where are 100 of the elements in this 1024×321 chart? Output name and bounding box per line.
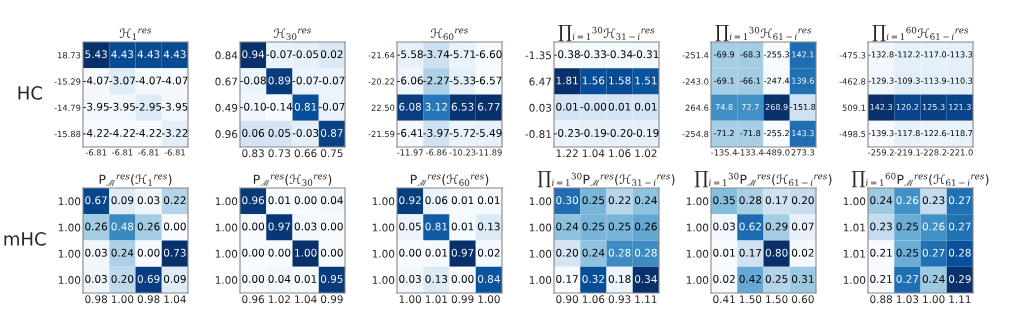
data-label: 0.81 [425,222,448,231]
x-tick-label: -259.2 [868,149,894,156]
x-tick-label: -6.81 [164,149,185,156]
data-label: -151.8 [790,103,816,110]
data-label: -71.8 [740,130,761,137]
y-tick-label: -0.81 [525,130,551,138]
data-label: 0.25 [608,222,631,231]
x-tick-label: 0.98 [85,295,108,304]
data-label: 1.51 [635,76,657,85]
data-label: 0.97 [451,248,474,257]
y-axis-title: HC [18,86,42,100]
data-label: 0.04 [320,196,343,205]
data-label: 0.84 [477,275,500,283]
data-label: -0.10 [240,102,266,111]
x-tick-label: -489.0 [763,149,790,156]
data-label: 0.29 [948,275,971,283]
data-label: 0.20 [791,196,814,205]
y-tick-label: -475.3 [839,52,866,59]
x-tick-label: -6.81 [85,149,107,156]
y-tick-label: 1.00 [58,276,81,284]
data-label: 0.67 [85,196,107,205]
y-tick-label: 1.00 [529,197,552,206]
data-label: 0.21 [870,248,892,257]
y-tick-label: -15.29 [54,78,81,85]
data-label: -0.07 [318,102,345,111]
y-tick-label: 509.1 [842,104,866,111]
data-label: -68.3 [740,51,761,58]
data-label: 0.17 [765,196,788,205]
y-tick-label: 1.00 [686,249,709,258]
data-label: 0.25 [582,196,605,205]
data-label: 0.01 [556,102,578,111]
y-tick-label: 1.00 [529,223,552,232]
y-tick-label: 1.01 [843,223,865,232]
data-label: -139.3 [868,130,894,137]
x-tick-label: -219.1 [894,149,921,156]
data-label: -0.08 [240,76,266,85]
chart-title: P$_{ℳ}$$^{res}$(ℋ$_{60}$$^{res}$) [410,174,489,186]
x-tick-label: 1.02 [268,295,290,304]
data-label: -0.23 [554,129,580,137]
y-axis-title: mHC [4,232,46,246]
y-tick-label: 1.00 [58,197,81,206]
data-label: 0.20 [111,275,134,283]
data-label: -0.19 [632,129,659,137]
data-label: -4.22 [83,129,109,137]
data-label: 0.03 [713,222,735,231]
data-label: 0.21 [870,275,892,283]
data-label: 72.7 [742,103,759,110]
x-tick-label: 0.99 [451,295,474,304]
x-tick-label: 0.88 [870,295,893,304]
data-label: -0.31 [632,50,659,59]
x-tick-label: -6.81 [112,149,133,156]
x-tick-label: -221.0 [946,149,973,156]
data-label: 0.17 [556,275,578,283]
data-label: 0.48 [111,222,134,231]
data-label: -132.8 [868,51,894,58]
x-tick-label: 0.93 [608,295,631,304]
data-label: 0.13 [425,275,448,283]
y-tick-label: 0.96 [215,130,238,138]
data-label: 0.24 [111,248,134,257]
data-label: -255.3 [764,51,789,58]
data-label: 0.00 [242,275,265,283]
x-tick-label: 0.41 [713,295,735,304]
data-label: 0.20 [556,248,579,257]
chart-title: ℋ$_{1}$$^{res}$ [119,28,152,40]
data-label: 0.27 [948,196,971,205]
data-label: -6.06 [397,76,423,85]
data-label: -255.2 [764,130,789,137]
data-label: 0.25 [765,275,788,283]
data-label: 0.23 [922,196,945,205]
y-tick-label: 1.01 [843,249,865,258]
data-label: -122.6 [921,130,947,137]
data-label: -0.05 [292,50,319,59]
y-tick-label: -20.22 [368,78,395,85]
y-tick-label: 0.03 [529,103,552,112]
y-tick-label: 0.84 [215,51,238,60]
y-tick-label: -14.79 [54,104,81,111]
y-tick-label: 18.73 [57,52,81,59]
data-label: -71.2 [714,130,734,137]
data-label: 0.95 [320,275,343,283]
y-tick-label: 0.49 [215,103,238,112]
data-label: 0.28 [739,196,762,205]
x-tick-label: 1.11 [949,295,971,303]
data-label: 0.34 [634,275,657,283]
data-label: -5.72 [449,129,476,137]
data-label: 0.03 [399,275,421,283]
data-label: -3.74 [423,50,450,59]
data-label: 0.01 [608,102,631,111]
x-tick-label: -10.23 [449,149,476,156]
data-label: 0.87 [320,129,343,137]
data-label: -0.07 [266,50,292,59]
chart-title: ℋ$_{30}$$^{res}$ [273,28,311,40]
data-label: -0.00 [580,102,607,111]
data-label: 0.35 [713,196,735,205]
y-tick-label: 1.00 [58,249,81,258]
data-label: 0.80 [765,248,788,257]
y-tick-label: 1.00 [372,197,395,206]
data-label: -0.19 [580,129,607,137]
data-label: 0.25 [582,222,605,231]
x-tick-label: 1.06 [609,149,631,158]
x-tick-label: 1.22 [556,149,578,157]
